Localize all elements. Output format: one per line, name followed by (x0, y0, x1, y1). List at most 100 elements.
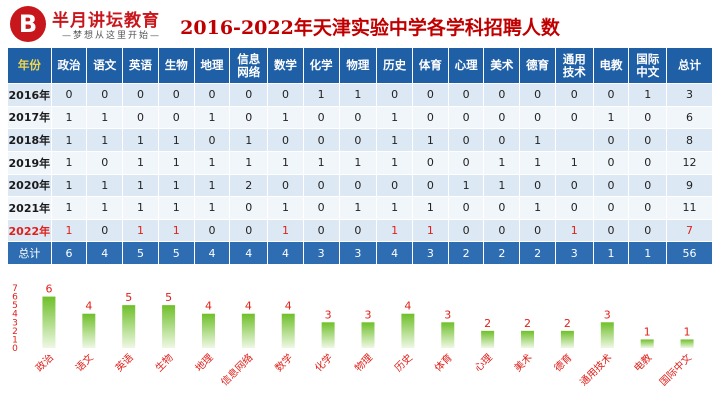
value-cell: 1 (86, 196, 124, 220)
value-cell: 1 (50, 173, 88, 198)
x-tick-label: 历史 (392, 352, 415, 375)
value-cell: 1 (267, 105, 304, 130)
bar (640, 339, 654, 348)
value-cell: 0 (338, 173, 378, 198)
logo-name: 半月讲坛教育 (52, 11, 160, 31)
logo-slogan: —梦想从这里开始— (62, 31, 162, 41)
value-cell: 1 (193, 173, 231, 198)
table-row: 2022年 1 0 1 1 0 0 1 0 0 1 1 0 0 0 1 0 0 7 (7, 218, 713, 243)
bar (42, 296, 56, 348)
value-cell: 0 (447, 83, 485, 107)
value-cell: 0 (376, 83, 413, 107)
value-cell: 0 (628, 196, 668, 220)
value-cell: 0 (412, 150, 449, 175)
y-tick-label: 7 (12, 284, 18, 294)
value-cell: 0 (592, 173, 630, 198)
header-cell: 总计 (666, 47, 713, 84)
value-cell: 0 (412, 105, 449, 130)
value-cell: 1 (157, 128, 195, 152)
value-cell: 1 (50, 196, 88, 220)
bar (600, 322, 614, 348)
value-cell: 1 (157, 196, 195, 220)
value-cell: 1 (122, 218, 159, 243)
value-cell: 0 (592, 150, 630, 175)
value-cell: 1 (412, 196, 449, 220)
bar (122, 305, 136, 348)
value-cell: 0 (412, 83, 449, 107)
x-tick-label: 语文 (73, 351, 96, 374)
value-cell: 0 (229, 105, 269, 130)
x-tick-label: 国际中文 (657, 351, 694, 388)
value-cell: 1 (519, 150, 556, 175)
year-cell: 2018年 (7, 128, 52, 152)
value-cell: 1 (86, 128, 124, 152)
bar (560, 330, 574, 348)
total-value-cell: 2 (447, 241, 485, 265)
total-value-cell: 56 (666, 241, 713, 265)
value-cell: 1 (193, 105, 231, 130)
value-cell: 1 (376, 150, 413, 175)
value-cell: 0 (628, 128, 668, 152)
data-label: 6 (45, 283, 52, 296)
total-value-cell: 1 (592, 241, 630, 265)
value-cell: 0 (592, 218, 630, 243)
recruitment-table: 年份 政治 语文 英语 生物 地理 信息 网络 数学 化学 物理 历史 体育 心理 美术 德育 通用 技术 电教 国际… (7, 47, 713, 265)
data-label: 5 (165, 291, 172, 304)
data-label: 2 (524, 317, 531, 330)
bar (361, 322, 375, 348)
value-cell: 1 (122, 128, 159, 152)
value-cell: 0 (376, 173, 413, 198)
value-cell: 0 (519, 105, 556, 130)
x-tick-label: 电教 (631, 351, 654, 374)
total-value-cell: 1 (628, 241, 668, 265)
header-cell: 物理 (338, 47, 378, 84)
value-cell: 1 (412, 218, 449, 243)
value-cell: 0 (628, 218, 668, 243)
data-label: 2 (484, 317, 491, 330)
value-cell: 0 (157, 105, 195, 130)
total-value-cell: 4 (229, 241, 269, 265)
total-value-cell: 5 (122, 241, 159, 265)
bar (162, 305, 176, 348)
table-header-row: 年份 政治 语文 英语 生物 地理 信息 网络 数学 化学 物理 历史 体育 心理 美术 德育 通用 技术 电教 国际… (7, 47, 713, 84)
value-cell: 9 (666, 173, 713, 198)
value-cell: 1 (193, 150, 231, 175)
value-cell: 0 (483, 196, 521, 220)
value-cell: 0 (338, 105, 378, 130)
header-cell: 通用 技术 (554, 47, 594, 84)
value-cell: 1 (157, 150, 195, 175)
data-label: 3 (325, 308, 332, 321)
bar (241, 313, 255, 348)
bar (680, 339, 694, 348)
value-cell: 0 (447, 218, 485, 243)
header-cell: 电教 (592, 47, 630, 84)
total-value-cell: 2 (483, 241, 521, 265)
table-row: 2021年 1 1 1 1 1 0 1 0 1 1 1 0 0 1 0 0 0 11 (7, 196, 713, 220)
value-cell: 1 (628, 83, 668, 107)
x-tick-label: 信息网络 (218, 351, 255, 388)
value-cell: 1 (50, 150, 88, 175)
value-cell: 1 (267, 218, 304, 243)
header-cell: 德育 (519, 47, 556, 84)
table-row: 2020年 1 1 1 1 1 2 0 0 0 0 0 1 1 0 0 0 0 9 (7, 173, 713, 198)
value-cell: 1 (302, 150, 340, 175)
value-cell: 11 (666, 196, 713, 220)
value-cell: 0 (229, 196, 269, 220)
header-cell: 生物 (157, 47, 195, 84)
value-cell: 0 (193, 218, 231, 243)
total-value-cell: 4 (376, 241, 413, 265)
value-cell: 3 (666, 83, 713, 107)
value-cell: 0 (483, 83, 521, 107)
x-tick-label: 体育 (432, 351, 455, 374)
year-cell: 2022年 (7, 218, 52, 243)
value-cell: 0 (338, 218, 378, 243)
value-cell: 0 (302, 173, 340, 198)
value-cell: 1 (229, 150, 269, 175)
value-cell (554, 128, 594, 152)
value-cell: 1 (193, 196, 231, 220)
value-cell: 0 (267, 128, 304, 152)
data-label: 5 (125, 291, 132, 304)
total-value-cell: 2 (519, 241, 556, 265)
value-cell: 1 (519, 196, 556, 220)
